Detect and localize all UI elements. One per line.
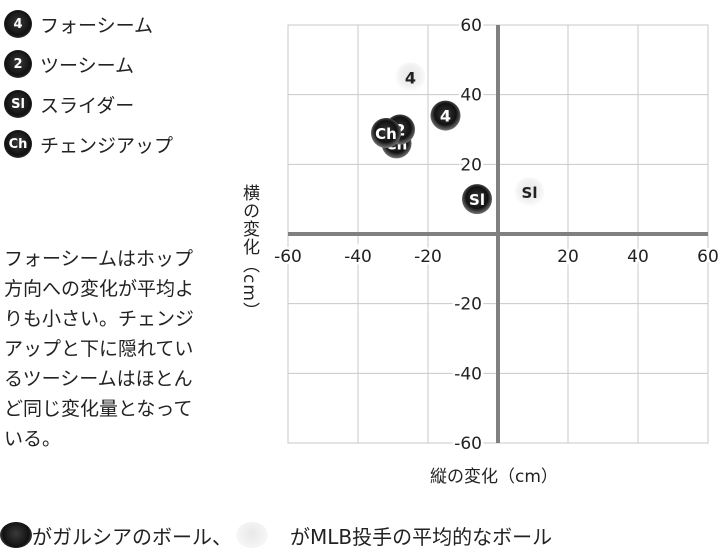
average-point-marker: [514, 177, 545, 208]
footer-legend: がガルシアのボール、 がMLB投手の平均的なボール: [0, 518, 552, 552]
legend-label: フォーシーム: [40, 14, 154, 37]
y-tick-label: -40: [454, 364, 482, 384]
legend-item-changeup: Ch チェンジアップ: [4, 124, 173, 164]
garcia-ball-swatch-icon: [0, 522, 32, 548]
footer-text-average: がMLB投手の平均的なボール: [290, 524, 553, 549]
average-point-marker: [395, 62, 426, 93]
garcia-point-label: Sl: [469, 191, 485, 209]
footer-text-garcia: がガルシアのボール、: [32, 524, 232, 549]
x-tick-label: -20: [414, 247, 442, 267]
x-tick-label: -60: [274, 247, 302, 267]
legend-label: ツーシーム: [40, 54, 135, 77]
changeup-badge-icon: Ch: [4, 130, 32, 158]
note-text: フォーシームはホップ 方向への変化が平均よ りも小さい。チェンジ アップと下に隠…: [4, 248, 195, 450]
y-tick-label: -60: [454, 434, 482, 454]
y-tick-label: -20: [454, 295, 482, 315]
average-point-label: 4: [405, 68, 416, 87]
four-seam-badge-icon: 4: [4, 10, 32, 38]
x-tick-label: 60: [697, 247, 719, 267]
garcia-point-label: 4: [440, 107, 451, 126]
legend: 4 フォーシーム 2 ツーシーム Sl スライダー Ch チェンジアップ: [4, 4, 173, 164]
x-tick-label: 20: [557, 247, 579, 267]
x-tick-label: 40: [627, 247, 649, 267]
garcia-point-marker: [371, 117, 401, 148]
two-seam-badge-icon: 2: [4, 50, 32, 78]
x-tick-label: -40: [344, 247, 372, 267]
y-axis-label: 横の変化（cm）: [239, 184, 259, 320]
garcia-point-marker: [462, 184, 492, 215]
garcia-point-label: Ch: [375, 125, 397, 143]
average-point-label: Sl: [522, 184, 538, 202]
x-axis-label: 縦の変化（cm）: [430, 467, 558, 487]
legend-label: スライダー: [40, 94, 135, 117]
legend-item-two-seam: 2 ツーシーム: [4, 44, 173, 84]
y-tick-label: 40: [460, 86, 482, 106]
legend-item-slider: Sl スライダー: [4, 84, 173, 124]
garcia-point-marker: [430, 100, 461, 131]
y-tick-label: 20: [460, 155, 482, 175]
average-ball-swatch-icon: [236, 522, 268, 548]
y-tick-label: 60: [460, 16, 482, 36]
legend-label: チェンジアップ: [40, 134, 174, 157]
slider-badge-icon: Sl: [4, 90, 32, 118]
legend-item-four-seam: 4 フォーシーム: [4, 4, 173, 44]
